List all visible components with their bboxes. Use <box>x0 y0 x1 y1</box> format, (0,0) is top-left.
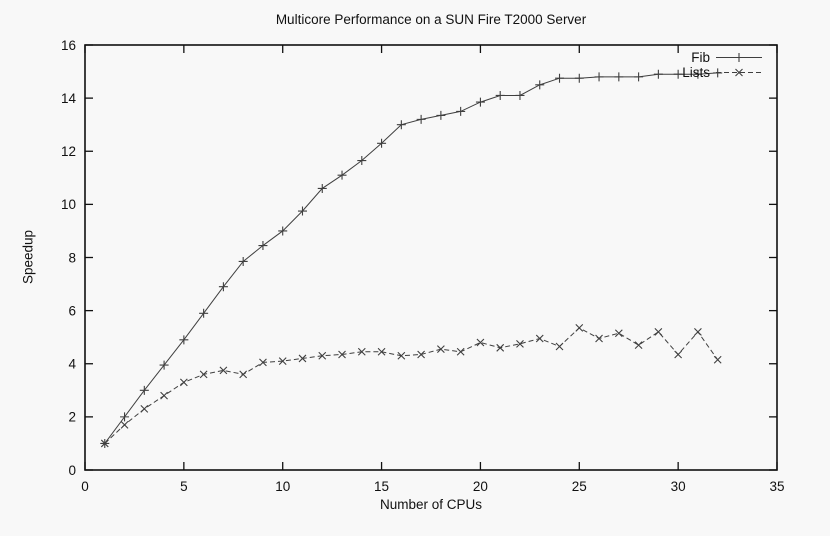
y-tick-label: 4 <box>68 357 76 372</box>
series-marker-fib <box>693 69 703 79</box>
y-axis-title: Speedup <box>20 229 36 285</box>
legend-marker-fib <box>734 53 744 62</box>
series-marker-fib <box>258 241 268 251</box>
y-tick-label: 2 <box>68 410 76 425</box>
series-marker-lists <box>278 357 287 365</box>
series-marker-fib <box>634 72 644 82</box>
y-tick-label: 10 <box>61 197 76 212</box>
series-marker-fib <box>574 73 584 83</box>
series-marker-fib <box>436 110 446 120</box>
series-marker-lists <box>694 327 702 336</box>
series-marker-fib <box>515 90 525 100</box>
series-marker-lists <box>298 354 307 363</box>
series-marker-lists <box>535 334 544 343</box>
series-marker-lists <box>713 355 722 364</box>
series-marker-lists <box>199 370 208 379</box>
series-marker-fib <box>238 256 248 266</box>
x-tick-label: 10 <box>275 479 290 494</box>
series-marker-fib <box>475 97 485 107</box>
series-marker-lists <box>100 439 109 448</box>
x-axis-title: Number of CPUs <box>379 497 483 512</box>
series-marker-fib <box>139 385 149 395</box>
series-marker-lists <box>674 350 683 359</box>
series-marker-lists <box>634 341 643 350</box>
series-marker-fib <box>456 106 466 116</box>
legend-label-lists: Lists <box>682 65 710 80</box>
series-marker-lists <box>120 420 129 429</box>
x-tick-label: 25 <box>572 479 587 494</box>
series-marker-fib <box>396 120 406 130</box>
x-tick-label: 0 <box>81 479 89 494</box>
x-tick-label: 20 <box>473 479 488 494</box>
series-line-fib <box>104 72 718 444</box>
y-tick-label: 12 <box>61 144 76 159</box>
series-marker-lists <box>357 347 366 356</box>
series-marker-fib <box>179 335 189 345</box>
series-marker-fib <box>555 73 565 83</box>
series-marker-fib <box>120 412 130 422</box>
series-marker-fib <box>377 138 387 148</box>
series-line-lists <box>104 327 719 444</box>
series-marker-lists <box>160 391 168 400</box>
series-marker-lists <box>516 339 524 348</box>
chart-title: Multicore Performance on a SUN Fire T200… <box>275 12 587 27</box>
series-marker-lists <box>219 366 228 375</box>
x-tick-label: 30 <box>671 479 686 494</box>
series-marker-fib <box>199 308 209 318</box>
series-marker-fib <box>416 114 426 124</box>
series-marker-lists <box>140 405 149 413</box>
x-tick-label: 35 <box>769 479 784 494</box>
series-marker-fib <box>673 69 683 79</box>
series-marker-lists <box>436 345 445 354</box>
series-marker-lists <box>239 370 248 379</box>
series-marker-lists <box>338 350 346 359</box>
series-marker-lists <box>614 329 623 338</box>
series-marker-fib <box>159 360 169 370</box>
series-marker-lists <box>654 327 663 336</box>
series-marker-fib <box>218 282 228 292</box>
series-marker-lists <box>496 343 505 352</box>
series-marker-fib <box>278 226 288 236</box>
series-marker-lists <box>476 338 485 347</box>
y-tick-label: 6 <box>68 303 76 318</box>
series-marker-fib <box>535 80 545 90</box>
series-marker-lists <box>179 378 188 387</box>
series-marker-fib <box>317 183 327 193</box>
series-marker-lists <box>377 347 386 356</box>
series-marker-lists <box>456 347 465 356</box>
series-marker-lists <box>259 358 267 367</box>
x-tick-label: 15 <box>374 479 389 494</box>
series-marker-fib <box>614 72 624 82</box>
x-tick-label: 5 <box>180 479 188 494</box>
plot-border <box>84 44 778 471</box>
y-tick-label: 8 <box>68 250 76 265</box>
y-tick-label: 14 <box>61 91 77 106</box>
series-marker-lists <box>397 351 406 360</box>
y-tick-label: 16 <box>61 38 76 53</box>
series-marker-fib <box>337 170 347 180</box>
series-marker-lists <box>318 351 327 360</box>
series-marker-fib <box>357 156 367 166</box>
series-marker-fib <box>495 90 505 100</box>
series-marker-fib <box>594 72 604 82</box>
series-marker-lists <box>595 334 603 343</box>
series-marker-lists <box>417 350 426 359</box>
series-marker-lists <box>575 324 584 332</box>
series-marker-lists <box>555 342 564 351</box>
legend-marker-lists <box>735 68 743 77</box>
legend-label-fib: Fib <box>691 50 710 65</box>
series-marker-fib <box>297 206 307 216</box>
series-marker-fib <box>653 69 663 79</box>
y-tick-label: 0 <box>68 463 76 478</box>
